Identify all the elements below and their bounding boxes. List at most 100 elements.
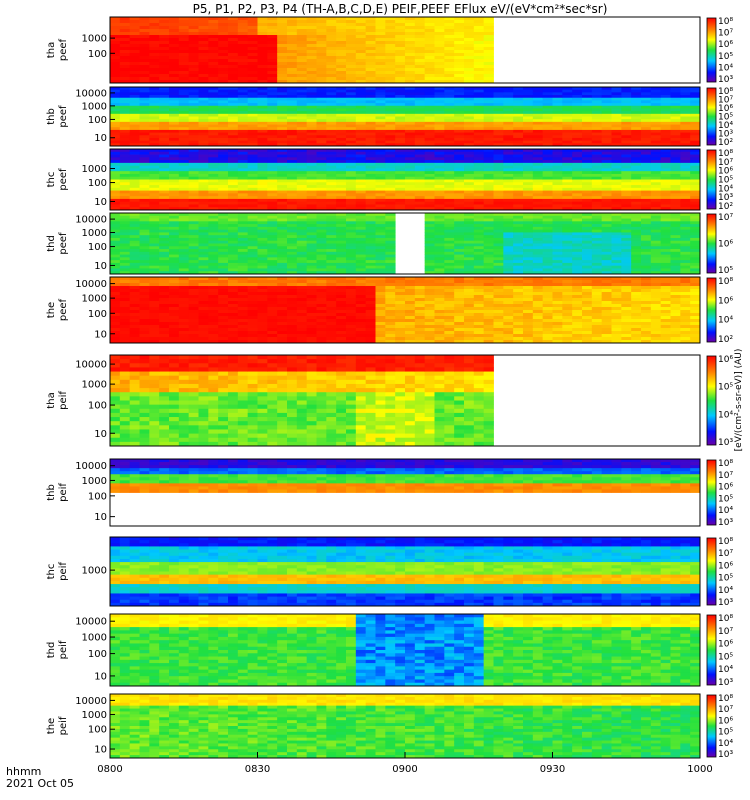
spectrogram-cell bbox=[306, 23, 317, 27]
spectrogram-cell bbox=[650, 111, 662, 115]
spectrogram-cell bbox=[355, 204, 367, 208]
spectrogram-cell bbox=[591, 108, 603, 112]
spectrogram-cell bbox=[129, 331, 140, 335]
spectrogram-cell bbox=[483, 87, 494, 91]
spectrogram-cell bbox=[680, 165, 691, 169]
spectrogram-cell bbox=[178, 29, 190, 33]
spectrogram-cell bbox=[169, 295, 180, 299]
spectrogram-cell bbox=[296, 41, 308, 45]
spectrogram-cell bbox=[582, 224, 593, 228]
spectrogram-cell bbox=[110, 215, 121, 219]
spectrogram-cell bbox=[326, 251, 337, 255]
spectrogram-cell bbox=[365, 77, 376, 81]
spectrogram-cell bbox=[159, 124, 170, 128]
y-tick-label: 100 bbox=[88, 115, 107, 126]
spectrogram-cell bbox=[326, 149, 337, 153]
spectrogram-cell bbox=[218, 173, 229, 178]
spectrogram-cell bbox=[228, 97, 239, 101]
spectrogram-cell bbox=[365, 74, 376, 78]
spectrogram-cell bbox=[296, 97, 308, 101]
spectrogram-cell bbox=[611, 157, 622, 161]
spectrogram-cell bbox=[257, 185, 268, 189]
spectrogram-cell bbox=[424, 249, 435, 253]
spectrogram-cell bbox=[119, 313, 131, 317]
spectrogram-cell bbox=[434, 20, 445, 24]
spectrogram-cell bbox=[296, 262, 308, 267]
spectrogram-cell bbox=[483, 65, 494, 69]
spectrogram-cell bbox=[582, 92, 593, 96]
spectrogram-cell bbox=[611, 201, 622, 205]
spectrogram-cell bbox=[169, 221, 180, 225]
spectrogram-cell bbox=[611, 240, 622, 244]
spectrogram-cell bbox=[159, 249, 170, 253]
spectrogram-cell bbox=[680, 257, 691, 261]
spectrogram-cell bbox=[641, 249, 652, 253]
spectrogram-cell bbox=[296, 65, 308, 69]
spectrogram-cell bbox=[582, 265, 593, 269]
spectrogram-cell bbox=[169, 95, 180, 99]
spectrogram-cell bbox=[346, 116, 357, 120]
spectrogram-cell bbox=[316, 68, 327, 72]
spectrogram-cell bbox=[159, 340, 170, 344]
spectrogram-cell bbox=[287, 74, 298, 78]
spectrogram-cell bbox=[483, 41, 494, 45]
spectrogram-cell bbox=[267, 127, 278, 131]
spectrogram-cell bbox=[503, 87, 514, 91]
spectrogram-cell bbox=[493, 100, 504, 104]
spectrogram-cell bbox=[523, 243, 534, 247]
spectrogram-cell bbox=[188, 100, 199, 104]
spectrogram-cell bbox=[346, 89, 357, 93]
spectrogram-cell bbox=[178, 87, 190, 91]
spectrogram-cell bbox=[454, 50, 465, 54]
spectrogram-cell bbox=[591, 89, 603, 93]
spectrogram-cell bbox=[287, 124, 298, 128]
spectrogram-cell bbox=[247, 89, 258, 93]
spectrogram-cell bbox=[178, 187, 190, 191]
spectrogram-cell bbox=[611, 137, 622, 142]
spectrogram-cell bbox=[119, 20, 131, 24]
spectrogram-cell bbox=[611, 103, 622, 107]
spectrogram-cell bbox=[169, 286, 180, 290]
spectrogram-cell bbox=[198, 262, 209, 267]
spectrogram-cell bbox=[582, 213, 593, 217]
spectrogram-cell bbox=[355, 135, 367, 139]
spectrogram-cell bbox=[336, 71, 347, 75]
spectrogram-cell bbox=[198, 68, 209, 72]
spectrogram-cell bbox=[375, 179, 386, 183]
spectrogram-cell bbox=[680, 162, 691, 167]
spectrogram-cell bbox=[405, 149, 416, 153]
spectrogram-cell bbox=[139, 265, 150, 269]
spectrogram-cell bbox=[208, 237, 219, 242]
spectrogram-cell bbox=[316, 80, 327, 84]
spectrogram-cell bbox=[178, 304, 190, 308]
spectrogram-cell bbox=[483, 71, 494, 75]
spectrogram-cell bbox=[169, 77, 180, 81]
spectrogram-cell bbox=[267, 187, 278, 191]
spectrogram-cell bbox=[582, 251, 593, 255]
spectrogram-cell bbox=[228, 243, 239, 247]
spectrogram-cell bbox=[532, 271, 544, 275]
spectrogram-cell bbox=[405, 165, 416, 169]
spectrogram-cell bbox=[424, 56, 435, 60]
spectrogram-cell bbox=[621, 185, 632, 189]
spectrogram-cell bbox=[149, 224, 160, 228]
spectrogram-cell bbox=[611, 151, 622, 155]
spectrogram-cell bbox=[287, 182, 298, 186]
spectrogram-cell bbox=[198, 193, 209, 197]
spectrogram-cell bbox=[296, 100, 308, 104]
spectrogram-cell bbox=[159, 187, 170, 191]
spectrogram-cell bbox=[483, 129, 494, 133]
spectrogram-cell bbox=[621, 268, 632, 272]
spectrogram-cell bbox=[434, 235, 445, 239]
spectrogram-cell bbox=[316, 100, 327, 104]
spectrogram-cell bbox=[670, 127, 681, 131]
spectrogram-cell bbox=[237, 135, 249, 139]
spectrogram-cell bbox=[483, 103, 494, 107]
spectrogram-cell bbox=[296, 224, 308, 228]
spectrogram-cell bbox=[473, 249, 485, 253]
spectrogram-cell bbox=[542, 97, 553, 101]
spectrogram-cell bbox=[208, 44, 219, 48]
spectrogram-cell bbox=[296, 157, 308, 161]
spectrogram-cell bbox=[365, 65, 376, 69]
spectrogram-cell bbox=[562, 113, 573, 117]
